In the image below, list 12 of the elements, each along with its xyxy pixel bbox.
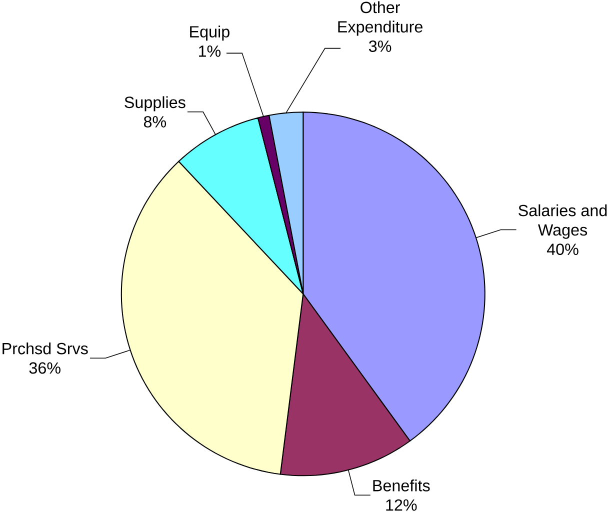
data-label: 12%: [386, 499, 417, 511]
data-label: 36%: [29, 362, 60, 374]
slice-label: Supplies: [124, 96, 186, 112]
slice-label: Equip: [190, 26, 230, 41]
data-label: 8%: [144, 116, 166, 128]
data-label: 3%: [368, 40, 392, 52]
slice-label: Other Expenditure: [338, 1, 422, 36]
data-label: 1%: [199, 46, 221, 57]
slice-label: Prchsd Srvs: [2, 342, 88, 354]
data-label: 40%: [546, 244, 578, 256]
slice-label: Salaries and Wages: [518, 204, 607, 239]
slice-label: Benefits: [373, 479, 430, 492]
